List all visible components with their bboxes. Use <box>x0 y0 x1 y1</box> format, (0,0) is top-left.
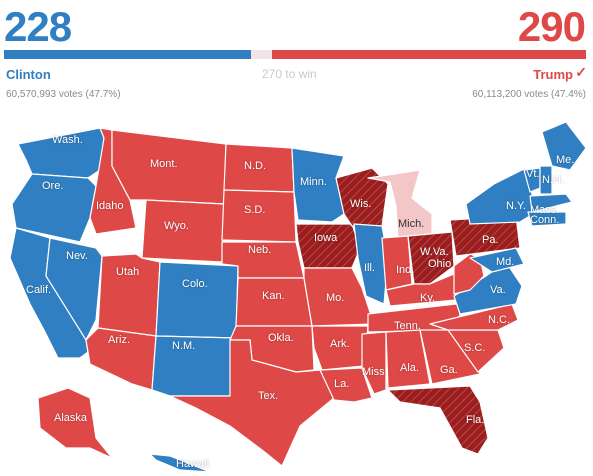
state-s-d[interactable] <box>221 189 297 243</box>
state-label-ill: Ill. <box>364 262 375 274</box>
dem-electoral-count: 228 <box>4 3 72 50</box>
state-ohio[interactable] <box>407 231 455 285</box>
state-label-fla: Fla. <box>466 414 485 426</box>
state-label-idaho: Idaho <box>96 200 124 212</box>
state-label-minn: Minn. <box>300 176 327 188</box>
state-tex[interactable] <box>169 339 335 467</box>
state-label-colo: Colo. <box>182 278 208 290</box>
state-colo[interactable] <box>155 261 239 339</box>
state-conn[interactable] <box>527 211 567 227</box>
state-ark[interactable] <box>311 325 369 371</box>
state-la[interactable] <box>319 367 373 403</box>
state-label-wyo: Wyo. <box>164 220 189 232</box>
state-md[interactable] <box>469 247 525 273</box>
threshold-gap-bar <box>250 50 273 59</box>
dem-popular-vote: 60,570,993 votes (47.7%) <box>6 89 121 100</box>
state-label-alaska: Alaska <box>54 412 88 424</box>
state-label-n-d: N.D. <box>244 160 266 172</box>
state-label-mich: Mich. <box>398 218 425 230</box>
state-va[interactable] <box>453 261 523 315</box>
state-label-ind: Ind. <box>396 264 415 276</box>
state-nev[interactable] <box>45 237 103 341</box>
state-label-s-d: S.D. <box>244 204 266 216</box>
state-ind[interactable] <box>381 235 413 291</box>
state-label-wis: Wis. <box>350 198 372 210</box>
state-label-vt: Vt. <box>526 168 540 180</box>
state-label-w-va: W.Va. <box>420 246 449 258</box>
state-alaska[interactable] <box>37 387 113 459</box>
state-label-n-m: N.M. <box>172 340 196 352</box>
checkmark-icon: ✓ <box>575 64 587 80</box>
state-miss[interactable] <box>361 331 387 395</box>
state-label-miss: Miss. <box>362 366 388 378</box>
state-label-n-y: N.Y. <box>506 200 526 212</box>
state-label-ala: Ala. <box>400 362 419 374</box>
state-label-tenn: Tenn. <box>394 320 421 332</box>
state-ore[interactable] <box>11 173 97 243</box>
state-label-mont: Mont. <box>150 158 178 170</box>
state-label-kan: Kan. <box>262 290 285 302</box>
rep-electoral-count: 290 <box>517 3 586 50</box>
state-label-mo: Mo. <box>326 292 345 304</box>
threshold-label: 270 to win <box>262 67 317 81</box>
state-kan[interactable] <box>235 277 313 327</box>
state-label-md: Md. <box>496 256 515 268</box>
state-n-h[interactable] <box>539 165 553 195</box>
state-label-iowa: Iowa <box>314 232 338 244</box>
state-hawaii[interactable] <box>149 453 211 473</box>
rep-progress-bar <box>272 50 586 59</box>
state-mass[interactable] <box>529 193 573 213</box>
state-label-ky: Ky. <box>420 292 436 304</box>
state-fla[interactable] <box>387 385 489 455</box>
state-iowa[interactable] <box>295 223 361 269</box>
state-label-conn: Conn. <box>530 214 560 226</box>
dem-progress-bar <box>4 50 251 59</box>
state-label-ga: Ga. <box>440 364 458 376</box>
state-label-ohio: Ohio <box>428 258 452 270</box>
state-label-utah: Utah <box>116 266 140 278</box>
state-label-la: La. <box>334 378 350 390</box>
state-label-me: Me. <box>556 154 575 166</box>
dem-candidate-name: Clinton <box>6 67 51 82</box>
state-label-va: Va. <box>490 284 506 296</box>
state-label-wash: Wash. <box>52 134 83 146</box>
state-ill[interactable] <box>353 223 389 305</box>
us-electoral-map <box>9 121 587 473</box>
rep-popular-vote: 60,113,200 votes (47.4%) <box>472 89 586 100</box>
state-label-okla: Okla. <box>268 332 294 344</box>
state-label-n-c: N.C. <box>488 314 510 326</box>
state-label-ark: Ark. <box>330 338 350 350</box>
state-label-neb: Neb. <box>248 244 272 256</box>
state-label-calif: Calif. <box>26 284 52 296</box>
state-minn[interactable] <box>291 147 345 223</box>
state-label-ariz: Ariz. <box>108 334 130 346</box>
state-label-nev: Nev. <box>66 250 88 262</box>
state-ala[interactable] <box>385 329 431 389</box>
state-me[interactable] <box>541 121 587 171</box>
state-label-ore: Ore. <box>42 180 64 192</box>
state-label-tex: Tex. <box>258 390 279 402</box>
state-label-mass: Mass. <box>530 204 560 216</box>
state-label-hawaii: Hawaii <box>176 458 210 470</box>
state-label-s-c: S.C. <box>464 342 486 354</box>
rep-candidate-name: Trump <box>533 67 573 82</box>
state-label-n-h: N.H. <box>542 174 564 186</box>
state-label-pa: Pa. <box>482 234 499 246</box>
